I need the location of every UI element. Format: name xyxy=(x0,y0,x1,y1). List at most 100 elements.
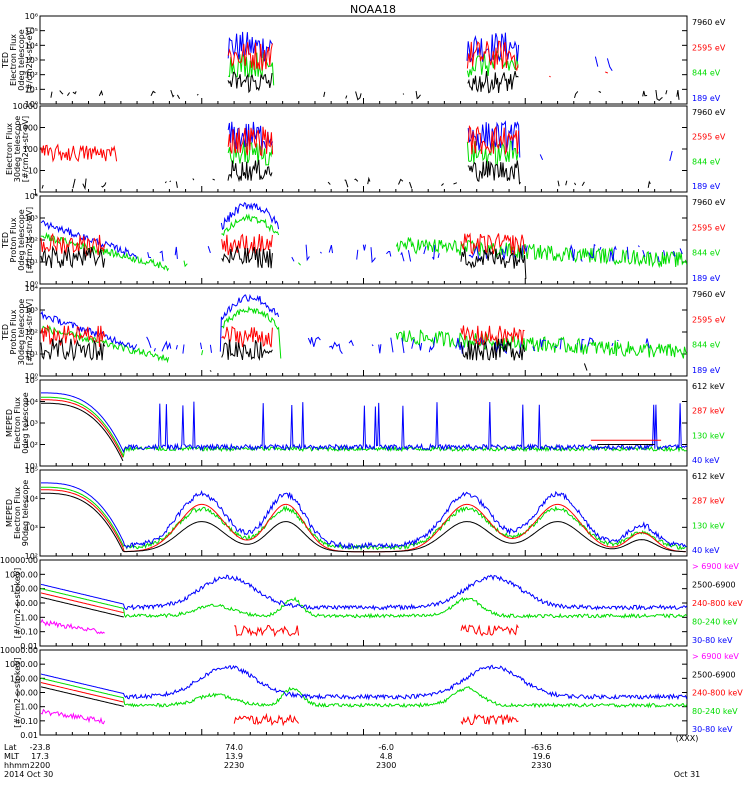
panel-2-frame xyxy=(39,105,688,193)
legend-entry: 2500-6900 xyxy=(692,670,736,679)
trace-black xyxy=(40,337,588,372)
ytick-label: 10⁰ xyxy=(25,100,38,109)
ytick-label: 10000 xyxy=(13,102,38,111)
legend-entry: 2595 eV xyxy=(692,315,726,324)
ytick-label: 0.01 xyxy=(20,731,38,740)
panel-ylabel: Proton Flux xyxy=(9,309,18,354)
trace-magenta xyxy=(40,708,106,725)
trace-black xyxy=(40,596,124,618)
ytick-label: 10² xyxy=(25,552,38,561)
panel-4-traces xyxy=(41,295,687,372)
legend-entry: 612 keV xyxy=(692,472,725,481)
panel-6-traces xyxy=(41,482,687,553)
ytick-label: 0.01 xyxy=(20,642,38,651)
ytick-label: 10³ xyxy=(25,214,38,223)
panel-ylabel: [#/cm2-s-str-eV] xyxy=(25,207,34,273)
legend-entry: 240-800 keV xyxy=(692,599,743,608)
ytick-label: 10¹ xyxy=(25,462,38,471)
panel-6: 10² 10³ 10⁴ 10⁵ MEPED Electron Flux 90deg tele… xyxy=(5,466,725,561)
ytick-label: 10⁰ xyxy=(25,280,38,289)
legend-entry: 7960 eV xyxy=(692,18,726,27)
ytick-label: 100.00 xyxy=(10,674,38,683)
legend-entry: 189 eV xyxy=(692,182,721,191)
time-axis-value: -6.0 xyxy=(378,743,394,752)
trace-blue xyxy=(40,664,687,701)
panel-8-frame xyxy=(39,649,688,736)
panel-ylabel: TED xyxy=(1,324,10,341)
panel-1: 10⁰ 10¹ 10² 10³ 10⁴ 10⁵ 10⁶ TED Electron Flux 0de… xyxy=(1,12,726,109)
trace-red xyxy=(41,399,662,458)
legend-entry: 612 keV xyxy=(692,382,725,391)
time-axis-value: -23.8 xyxy=(30,743,51,752)
panel-4-frame xyxy=(39,287,688,377)
legend-entry: 7960 eV xyxy=(692,198,726,207)
ytick-label: 10³ xyxy=(25,523,38,532)
panel-3: 10⁰ 10¹ 10² 10³ 10⁴ TED Proton Flux 0deg telesc… xyxy=(1,192,726,289)
panel-ylabel: Electron Flux xyxy=(5,123,14,175)
time-axis-value: Oct 31 xyxy=(674,770,701,779)
ytick-label: 100 xyxy=(23,145,38,154)
trace-black xyxy=(40,686,124,707)
trace-green xyxy=(40,677,687,709)
ytick-label: 10⁴ xyxy=(25,41,38,50)
trace-blue xyxy=(40,574,687,611)
trace-black xyxy=(41,402,655,462)
ytick-label: 10⁴ xyxy=(25,284,38,293)
ytick-label: 10¹ xyxy=(25,85,38,94)
ytick-label: 0.10 xyxy=(20,628,38,637)
ytick-label: 10.00 xyxy=(15,599,38,608)
panel-3-frame xyxy=(39,195,688,285)
legend-entry: 130 keV xyxy=(692,431,725,440)
legend-entry: 7960 eV xyxy=(692,108,726,117)
panel-7: 0.01 0.10 1.00 10.00 100.00 1000.00 10000.00 [#… xyxy=(0,556,743,651)
time-axis-value: 2200 xyxy=(30,761,50,770)
trace-red xyxy=(40,682,519,727)
legend-entry: 130 keV xyxy=(692,521,725,530)
panel-ylabel: Electron Flux xyxy=(13,487,22,539)
ytick-label: 10⁴ xyxy=(25,398,38,407)
ytick-label: 10³ xyxy=(25,419,38,428)
time-axis-value: 2300 xyxy=(376,761,396,770)
ytick-label: 10000.00 xyxy=(0,556,38,565)
ytick-label: 10¹ xyxy=(25,350,38,359)
ytick-label: 10000.00 xyxy=(0,646,38,655)
legend-entry: 7960 eV xyxy=(692,290,726,299)
legend-entry: 844 eV xyxy=(692,69,721,78)
ytick-label: 10.00 xyxy=(15,689,38,698)
legend-entry: 287 keV xyxy=(692,407,725,416)
trace-green xyxy=(41,396,687,458)
ytick-label: 1000 xyxy=(18,124,38,133)
legend-entry: > 6900 keV xyxy=(692,562,739,571)
ytick-label: 10³ xyxy=(25,56,38,65)
trace-red xyxy=(40,592,519,638)
legend-entry: 189 eV xyxy=(692,366,721,375)
legend-entry: 2595 eV xyxy=(692,223,726,232)
panel-2: 1 10 100 1000 10000 Electron Flux 30deg telesc… xyxy=(5,102,726,197)
time-row-label: Lat xyxy=(4,743,17,752)
ytick-label: 10² xyxy=(25,236,38,245)
time-axis-value: 13.9 xyxy=(225,752,243,761)
panel-5: 10¹ 10² 10³ 10⁴ 10⁵ MEPED Electron Flux 0deg te… xyxy=(5,376,725,471)
figure-title: NOAA18 xyxy=(350,3,396,16)
panel-ylabel: 0deg telescope xyxy=(17,29,26,90)
legend-entry: 80-240 keV xyxy=(692,707,738,716)
panel-ylabel: [#/cm2-s-str-eV] xyxy=(25,27,34,93)
ytick-label: 10⁴ xyxy=(25,495,38,504)
panel-ylabel: MEPED xyxy=(5,409,14,437)
trace-red xyxy=(40,125,520,163)
time-axis-value: 4.8 xyxy=(380,752,393,761)
panel-4: 10⁰ 10¹ 10² 10³ 10⁴ TED Proton Flux 30deg teles… xyxy=(1,284,726,381)
panel-5-traces xyxy=(41,392,687,462)
panel-ylabel: [#/cm2-s-str-keV] xyxy=(13,568,22,639)
ytick-label: 1.00 xyxy=(20,703,38,712)
legend-entry: 189 eV xyxy=(692,94,721,103)
ytick-label: 10² xyxy=(25,441,38,450)
ytick-label: 10³ xyxy=(25,306,38,315)
ytick-label: 10⁵ xyxy=(25,27,38,36)
panel-ylabel: Electron Flux xyxy=(13,397,22,449)
panel-ylabel: 30deg telescope xyxy=(17,299,26,366)
ytick-label: 10⁴ xyxy=(25,192,38,201)
legend-entry: 844 eV xyxy=(692,157,721,166)
legend-entry: 844 eV xyxy=(692,341,721,350)
